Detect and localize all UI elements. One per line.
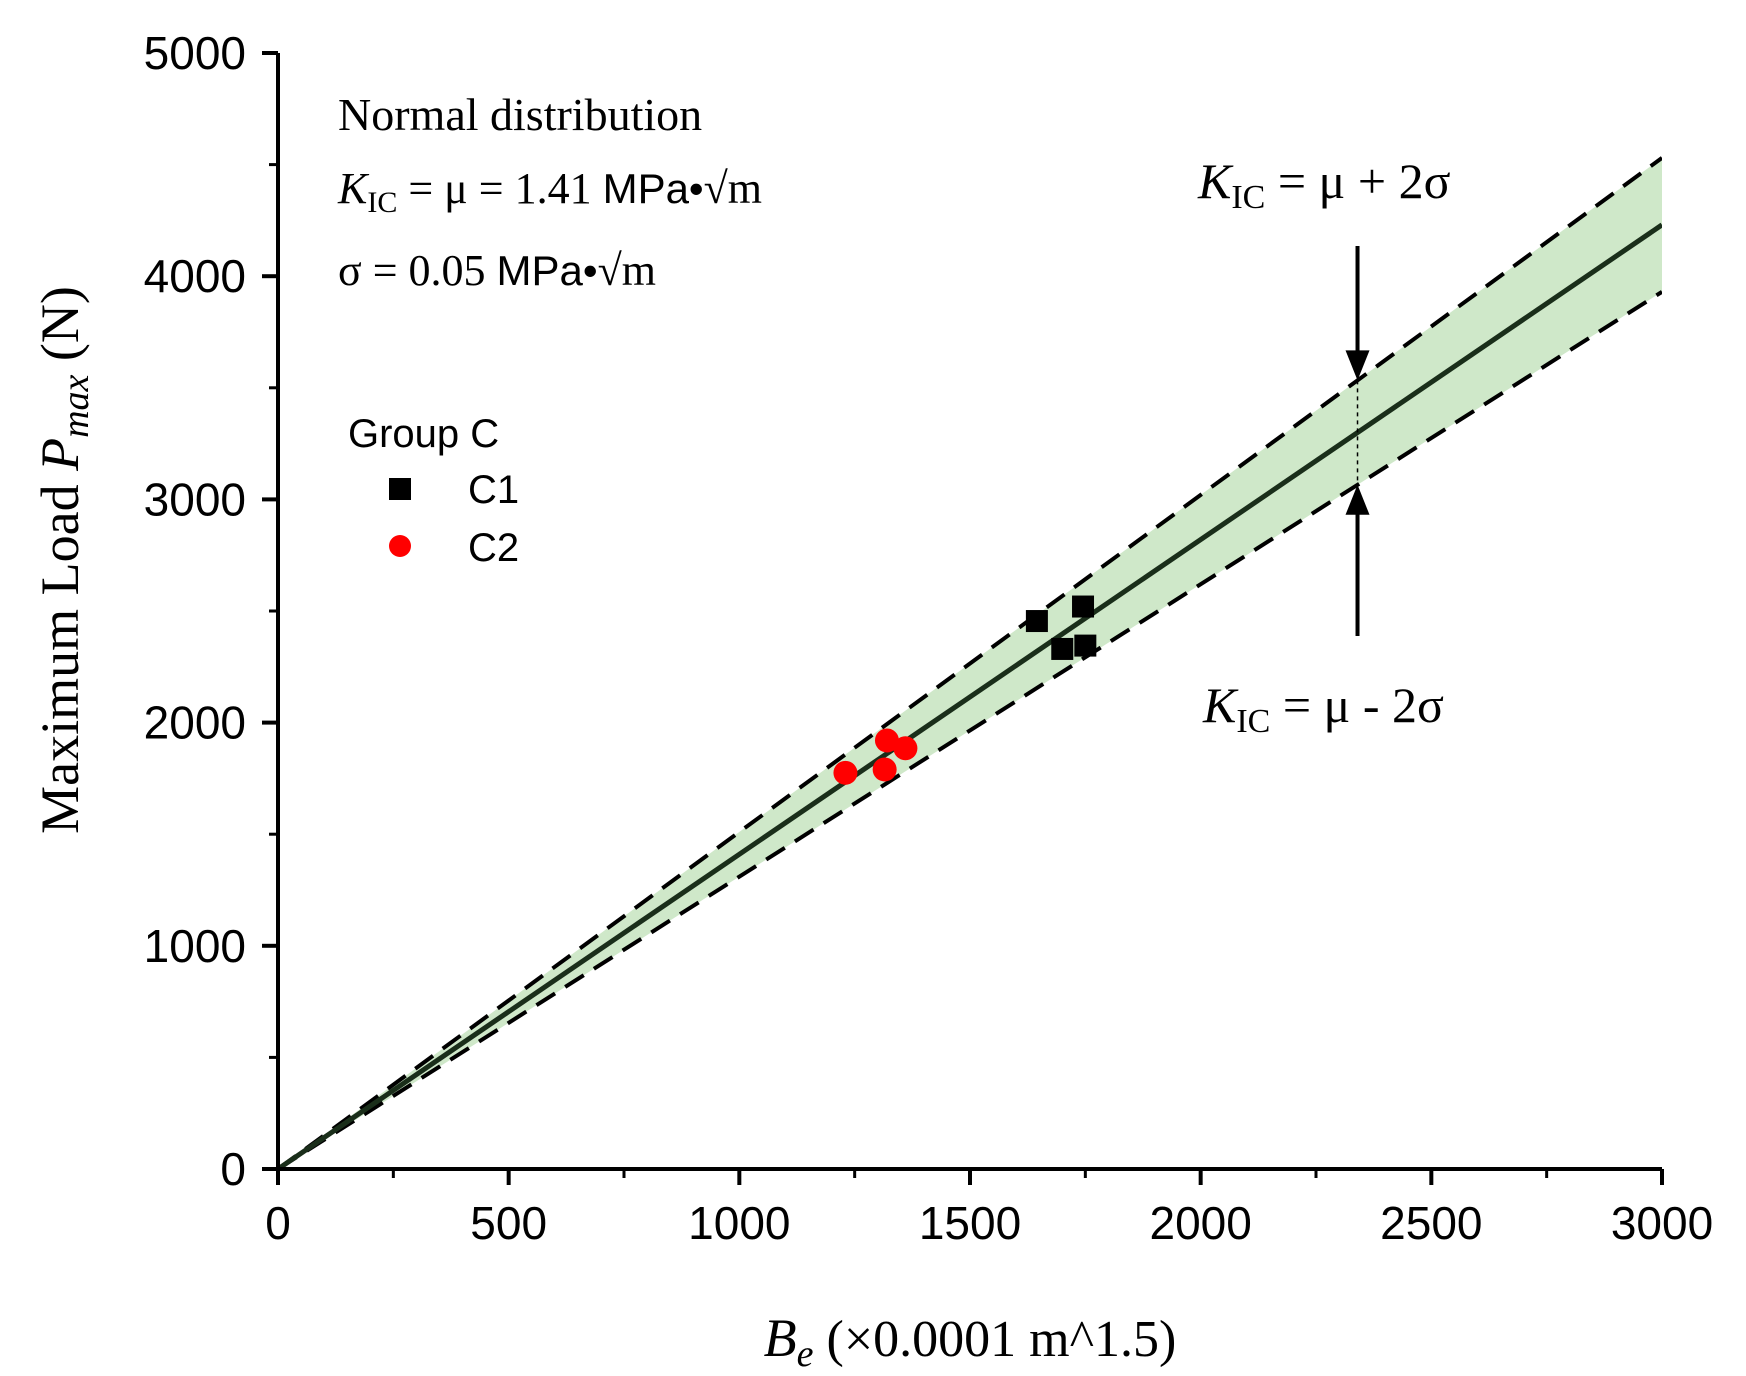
point-c2 xyxy=(893,736,918,761)
fit-lines xyxy=(278,156,1662,1169)
x-tick-label: 500 xyxy=(470,1197,547,1249)
x-tick-label: 2500 xyxy=(1380,1197,1482,1249)
mu-sub: IC xyxy=(367,186,397,219)
legend: Group C C1 C2 xyxy=(348,412,519,570)
legend-title: Group C xyxy=(348,412,499,456)
mu-root: √m xyxy=(704,164,762,213)
x-tick-label: 3000 xyxy=(1611,1197,1713,1249)
y-tick-label: 3000 xyxy=(144,473,246,525)
y-tick-label: 1000 xyxy=(144,920,246,972)
sigma-root: √m xyxy=(598,246,656,295)
legend-label-c2: C2 xyxy=(468,526,519,570)
y-axis-var: P xyxy=(30,438,90,472)
lower-bound-line xyxy=(278,290,1662,1169)
point-c1 xyxy=(1074,634,1097,657)
y-tick-label: 0 xyxy=(220,1143,246,1195)
distribution-header: Normal distribution xyxy=(338,89,702,140)
x-tick-label: 1000 xyxy=(688,1197,790,1249)
y-tick-label: 4000 xyxy=(144,250,246,302)
x-axis-unit: (×0.0001 m^1.5) xyxy=(814,1311,1177,1368)
x-tick-label: 0 xyxy=(265,1197,291,1249)
x-axis-var: B xyxy=(764,1308,797,1368)
point-c1 xyxy=(1025,610,1048,633)
sigma-annotation: σ = 0.05 MPa•√m xyxy=(338,246,656,295)
upper-sub: IC xyxy=(1231,179,1265,216)
y-axis-unit: (N) xyxy=(30,286,90,374)
x-axis-title: Be (×0.0001 m^1.5) xyxy=(764,1308,1177,1375)
data-points xyxy=(833,595,1097,785)
lower-k: K xyxy=(1202,677,1239,733)
upper-bound-line xyxy=(278,156,1662,1169)
point-c2 xyxy=(872,757,897,782)
mu-rest: = μ = 1.41 xyxy=(397,164,602,213)
sigma-unit: MPa• xyxy=(497,247,598,294)
mu-unit: MPa• xyxy=(603,165,704,212)
x-tick-label: 1500 xyxy=(919,1197,1021,1249)
upper-k: K xyxy=(1197,153,1234,209)
upper-rest: = μ + 2σ xyxy=(1265,153,1450,209)
legend-marker-c2 xyxy=(389,535,411,557)
lower-sub: IC xyxy=(1236,703,1270,740)
x-tick-label: 2000 xyxy=(1149,1197,1251,1249)
point-c2 xyxy=(874,728,899,753)
lower-bound-label: KIC = μ - 2σ xyxy=(1202,677,1444,740)
y-tick-label: 5000 xyxy=(144,27,246,79)
point-c2 xyxy=(833,760,858,785)
y-axis-var-sub: max xyxy=(55,374,97,437)
y-axis-main: Maximum Load xyxy=(30,471,90,834)
legend-marker-c1 xyxy=(389,478,411,500)
interval-arrows xyxy=(1345,246,1370,636)
lower-rest: = μ - 2σ xyxy=(1270,677,1444,733)
axes: 0 500 1000 1500 2000 2500 3000 0 1000 2000 3000 400… xyxy=(144,27,1714,1249)
upper-bound-label: KIC = μ + 2σ xyxy=(1197,153,1451,216)
point-c1 xyxy=(1051,637,1074,660)
mu-k: K xyxy=(337,164,370,213)
mu-annotation: KIC = μ = 1.41 MPa•√m xyxy=(337,164,762,219)
y-axis-title: Maximum Load Pmax (N) xyxy=(30,286,97,834)
y-tick-label: 2000 xyxy=(144,697,246,749)
upper-arrow-head xyxy=(1345,350,1370,381)
x-axis-var-sub: e xyxy=(797,1333,814,1375)
legend-label-c1: C1 xyxy=(468,468,519,512)
point-c1 xyxy=(1072,595,1095,618)
mean-line xyxy=(278,222,1662,1169)
sigma-rest: σ = 0.05 xyxy=(338,246,497,295)
lower-arrow-head xyxy=(1345,484,1370,515)
